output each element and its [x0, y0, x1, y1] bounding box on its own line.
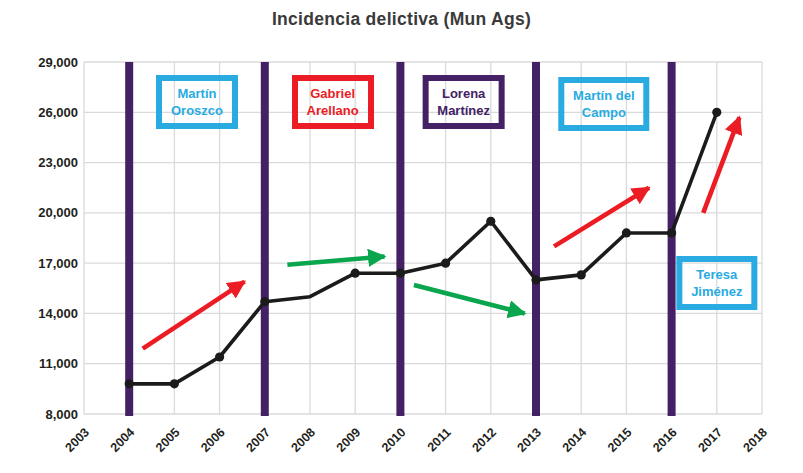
- data-point-2016: [667, 228, 676, 237]
- x-tick-label-2015: 2015: [605, 425, 635, 455]
- data-point-2004: [125, 379, 134, 388]
- data-point-2015: [622, 228, 631, 237]
- trend-arrow-green-3: [414, 285, 525, 313]
- x-tick-label-2010: 2010: [379, 425, 409, 455]
- x-tick-label-2007: 2007: [243, 425, 273, 455]
- y-tick-label-29000: 29,000: [38, 55, 78, 70]
- y-tick-label-26000: 26,000: [38, 105, 78, 120]
- x-tick-label-2016: 2016: [650, 425, 680, 455]
- x-tick-label-2018: 2018: [741, 425, 771, 455]
- data-point-2009: [351, 269, 360, 278]
- x-tick-label-2014: 2014: [560, 425, 590, 455]
- y-tick-label-14000: 14,000: [38, 306, 78, 321]
- screenshot-root: Incidencia delictiva (Mun Ags) 8,00011,0…: [0, 0, 803, 473]
- term-divider-bar-2016: [668, 62, 676, 416]
- line-chart-canvas: 8,000 11,000 14,000 17,000 20,000 23,000 26,00…: [0, 0, 803, 473]
- data-point-2014: [577, 270, 586, 279]
- y-tick-label-11000: 11,000: [39, 356, 78, 371]
- data-point-2005: [170, 379, 179, 388]
- x-tick-label-2004: 2004: [108, 425, 138, 455]
- trend-arrow-red-1: [143, 282, 245, 349]
- x-tick-label-2012: 2012: [469, 425, 499, 455]
- term-divider-bar-2004: [125, 62, 133, 416]
- x-tick-label-2003: 2003: [63, 425, 93, 455]
- data-point-2006: [215, 352, 224, 361]
- x-tick-label-2009: 2009: [334, 425, 364, 455]
- x-tick-label-2005: 2005: [153, 425, 183, 455]
- x-tick-label-2006: 2006: [198, 425, 228, 455]
- term-divider-bar-2013: [532, 62, 540, 416]
- term-divider-bar-2010: [396, 62, 404, 416]
- term-divider-bar-2007: [261, 62, 269, 416]
- trend-arrow-red-4: [554, 188, 649, 247]
- y-tick-label-17000: 17,000: [38, 256, 78, 271]
- x-tick-label-2017: 2017: [695, 425, 725, 455]
- x-tick-label-2011: 2011: [425, 425, 454, 454]
- data-point-2007: [260, 297, 269, 306]
- y-tick-label-8000: 8,000: [45, 407, 78, 422]
- data-point-2011: [441, 259, 450, 268]
- data-point-2010: [396, 269, 405, 278]
- data-point-2017: [712, 108, 721, 117]
- y-tick-label-20000: 20,000: [38, 205, 78, 220]
- x-tick-label-2013: 2013: [515, 425, 545, 455]
- x-tick-label-2008: 2008: [289, 425, 319, 455]
- y-tick-label-23000: 23,000: [38, 155, 78, 170]
- data-point-2012: [486, 217, 495, 226]
- series-line: [129, 112, 717, 384]
- data-point-2013: [531, 275, 540, 284]
